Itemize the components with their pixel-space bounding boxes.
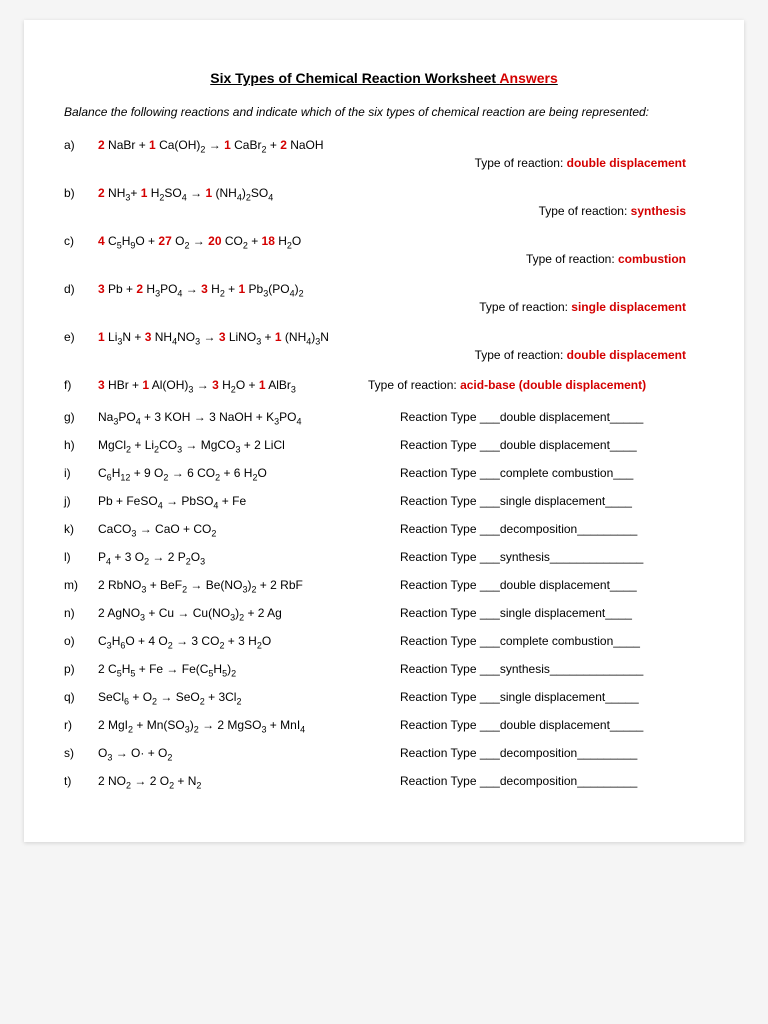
reaction-equation: 2 NO2 → 2 O2 + N2 — [98, 774, 400, 788]
reaction-letter: d) — [64, 282, 98, 296]
reaction-row: c) 4 C5H9O + 27 O2 → 20 CO2 + 18 H2O — [64, 234, 704, 248]
reaction-type: Reaction Type ___double displacement____… — [400, 410, 704, 424]
reaction-letter: e) — [64, 330, 98, 344]
reaction-letter: k) — [64, 522, 98, 536]
reaction-row: m)2 RbNO3 + BeF2 → Be(NO3)2 + 2 RbFReact… — [64, 578, 704, 592]
reaction-equation: C6H12 + 9 O2 → 6 CO2 + 6 H2O — [98, 466, 400, 480]
reaction-type: Reaction Type ___double displacement____ — [400, 438, 704, 452]
reaction-equation: O3 → O· + O2 — [98, 746, 400, 760]
reaction-equation: 2 MgI2 + Mn(SO3)2 → 2 MgSO3 + MnI4 — [98, 718, 400, 732]
reaction-letter: r) — [64, 718, 98, 732]
worksheet-page: Six Types of Chemical Reaction Worksheet… — [24, 20, 744, 842]
reaction-equation: C3H6O + 4 O2 → 3 CO2 + 3 H2O — [98, 634, 400, 648]
section-b: g)Na3PO4 + 3 KOH → 3 NaOH + K3PO4Reactio… — [64, 410, 704, 788]
reaction-row: j)Pb + FeSO4 → PbSO4 + FeReaction Type _… — [64, 494, 704, 508]
reaction-equation: 2 AgNO3 + Cu → Cu(NO3)2 + 2 Ag — [98, 606, 400, 620]
reaction-equation: CaCO3 → CaO + CO2 — [98, 522, 400, 536]
page-title: Six Types of Chemical Reaction Worksheet… — [64, 70, 704, 86]
reaction-equation: 3 HBr + 1 Al(OH)3 → 3 H2O + 1 AlBr3 — [98, 378, 368, 392]
reaction-letter: o) — [64, 634, 98, 648]
reaction-letter: b) — [64, 186, 98, 200]
reaction-row: f) 3 HBr + 1 Al(OH)3 → 3 H2O + 1 AlBr3 T… — [64, 378, 704, 392]
reaction-type: Reaction Type ___synthesis______________ — [400, 662, 704, 676]
reaction-equation: 1 Li3N + 3 NH4NO3 → 3 LiNO3 + 1 (NH4)3N — [98, 330, 704, 344]
reaction-letter: a) — [64, 138, 98, 152]
reaction-row: e) 1 Li3N + 3 NH4NO3 → 3 LiNO3 + 1 (NH4)… — [64, 330, 704, 344]
reaction-row: h)MgCl2 + Li2CO3 → MgCO3 + 2 LiClReactio… — [64, 438, 704, 452]
reaction-type: Type of reaction: single displacement — [64, 300, 704, 314]
reaction-type: Type of reaction: double displacement — [64, 348, 704, 362]
title-main: Six Types of Chemical Reaction Worksheet — [210, 70, 499, 86]
reaction-row: o)C3H6O + 4 O2 → 3 CO2 + 3 H2OReaction T… — [64, 634, 704, 648]
reaction-type: Reaction Type ___synthesis______________ — [400, 550, 704, 564]
reaction-equation: SeCl6 + O2 → SeO2 + 3Cl2 — [98, 690, 400, 704]
reaction-letter: s) — [64, 746, 98, 760]
reaction-equation: P4 + 3 O2 → 2 P2O3 — [98, 550, 400, 564]
reaction-type: Type of reaction: combustion — [64, 252, 704, 266]
reaction-row: p)2 C5H5 + Fe → Fe(C5H5)2Reaction Type _… — [64, 662, 704, 676]
reaction-type: Reaction Type ___complete combustion____ — [400, 634, 704, 648]
reaction-letter: l) — [64, 550, 98, 564]
reaction-row: l)P4 + 3 O2 → 2 P2O3Reaction Type ___syn… — [64, 550, 704, 564]
reaction-letter: t) — [64, 774, 98, 788]
instructions-text: Balance the following reactions and indi… — [64, 104, 704, 120]
reaction-equation: MgCl2 + Li2CO3 → MgCO3 + 2 LiCl — [98, 438, 400, 452]
reaction-row: n)2 AgNO3 + Cu → Cu(NO3)2 + 2 AgReaction… — [64, 606, 704, 620]
reaction-type: Type of reaction: acid-base (double disp… — [368, 378, 704, 392]
reaction-type: Reaction Type ___double displacement____… — [400, 718, 704, 732]
reaction-type: Reaction Type ___single displacement____ — [400, 494, 704, 508]
reaction-equation: 4 C5H9O + 27 O2 → 20 CO2 + 18 H2O — [98, 234, 704, 248]
reaction-letter: h) — [64, 438, 98, 452]
reaction-letter: m) — [64, 578, 98, 592]
reaction-row: k)CaCO3 → CaO + CO2Reaction Type ___deco… — [64, 522, 704, 536]
reaction-type: Reaction Type ___double displacement____ — [400, 578, 704, 592]
reaction-type: Reaction Type ___decomposition_________ — [400, 774, 704, 788]
title-answers: Answers — [499, 70, 557, 86]
reaction-type: Reaction Type ___single displacement____… — [400, 690, 704, 704]
reaction-row: d) 3 Pb + 2 H3PO4 → 3 H2 + 1 Pb3(PO4)2 — [64, 282, 704, 296]
reaction-type: Reaction Type ___decomposition_________ — [400, 522, 704, 536]
reaction-row: t)2 NO2 → 2 O2 + N2Reaction Type ___deco… — [64, 774, 704, 788]
reaction-type: Reaction Type ___decomposition_________ — [400, 746, 704, 760]
reaction-equation: 2 NH3+ 1 H2SO4 → 1 (NH4)2SO4 — [98, 186, 704, 200]
reaction-type: Reaction Type ___complete combustion___ — [400, 466, 704, 480]
reaction-type: Type of reaction: double displacement — [64, 156, 704, 170]
reaction-letter: p) — [64, 662, 98, 676]
reaction-letter: q) — [64, 690, 98, 704]
reaction-letter: n) — [64, 606, 98, 620]
reaction-row: r)2 MgI2 + Mn(SO3)2 → 2 MgSO3 + MnI4Reac… — [64, 718, 704, 732]
reaction-type: Reaction Type ___single displacement____ — [400, 606, 704, 620]
reaction-row: b) 2 NH3+ 1 H2SO4 → 1 (NH4)2SO4 — [64, 186, 704, 200]
reaction-row: i)C6H12 + 9 O2 → 6 CO2 + 6 H2OReaction T… — [64, 466, 704, 480]
reaction-equation: Na3PO4 + 3 KOH → 3 NaOH + K3PO4 — [98, 410, 400, 424]
reaction-row: a) 2 NaBr + 1 Ca(OH)2 → 1 CaBr2 + 2 NaOH — [64, 138, 704, 152]
reaction-type: Type of reaction: synthesis — [64, 204, 704, 218]
reaction-equation: 2 C5H5 + Fe → Fe(C5H5)2 — [98, 662, 400, 676]
reaction-row: g)Na3PO4 + 3 KOH → 3 NaOH + K3PO4Reactio… — [64, 410, 704, 424]
reaction-equation: 2 RbNO3 + BeF2 → Be(NO3)2 + 2 RbF — [98, 578, 400, 592]
reaction-equation: 3 Pb + 2 H3PO4 → 3 H2 + 1 Pb3(PO4)2 — [98, 282, 704, 296]
reaction-letter: g) — [64, 410, 98, 424]
reaction-equation: 2 NaBr + 1 Ca(OH)2 → 1 CaBr2 + 2 NaOH — [98, 138, 704, 152]
reaction-row: s)O3 → O· + O2Reaction Type ___decomposi… — [64, 746, 704, 760]
reaction-row: q)SeCl6 + O2 → SeO2 + 3Cl2Reaction Type … — [64, 690, 704, 704]
reaction-letter: j) — [64, 494, 98, 508]
reaction-equation: Pb + FeSO4 → PbSO4 + Fe — [98, 494, 400, 508]
reaction-letter: f) — [64, 378, 98, 392]
reaction-letter: c) — [64, 234, 98, 248]
reaction-letter: i) — [64, 466, 98, 480]
